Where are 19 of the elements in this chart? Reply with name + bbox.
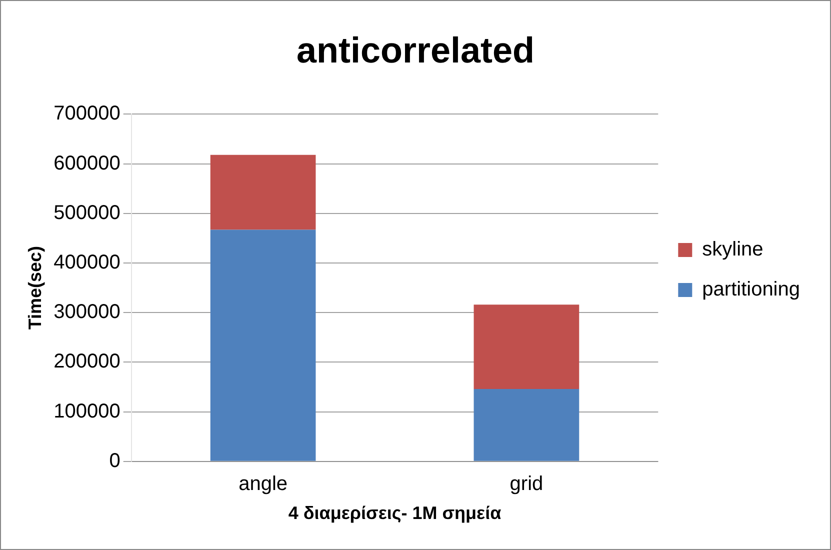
- bar: [474, 304, 580, 389]
- y-tick-label: 200000: [54, 350, 120, 373]
- y-tick-label: 0: [109, 450, 120, 472]
- y-tick-label: 500000: [54, 202, 120, 224]
- bar: [474, 388, 580, 461]
- bar: [210, 154, 316, 230]
- x-tick-label: grid: [510, 472, 544, 495]
- y-tick-label: 400000: [54, 252, 120, 274]
- legend-label: skyline: [702, 238, 764, 261]
- x-tick-label: angle: [238, 472, 288, 495]
- y-tick-label: 600000: [54, 152, 120, 174]
- chart-title: anticorrelated: [296, 30, 535, 71]
- bar: [210, 230, 316, 461]
- legend-label: partitioning: [702, 278, 800, 301]
- y-axis-title: Time(sec): [24, 246, 45, 330]
- y-tick-label: 100000: [54, 400, 120, 422]
- y-tick-label: 700000: [54, 102, 120, 125]
- y-tick-label: 300000: [54, 301, 120, 324]
- x-axis-title: 4 διαμερίσεις- 1M σημεία: [288, 503, 502, 524]
